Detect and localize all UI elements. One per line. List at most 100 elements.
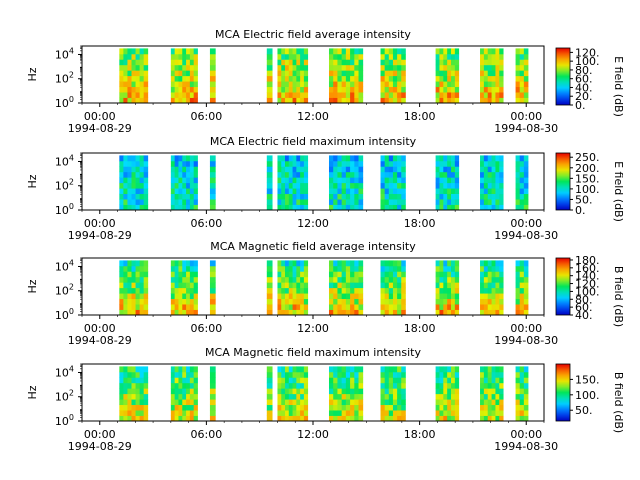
colorbar-tick-label: 120.: [575, 46, 600, 59]
colorbar-tick-label: 250.: [575, 151, 600, 164]
colorbar-tick-label: 80.: [575, 64, 593, 77]
colorbar-tick-label: 40.: [575, 309, 593, 322]
data-segment: [480, 366, 504, 422]
colorbar-tick-label: 0.: [575, 204, 586, 217]
y-tick-label: 100: [55, 202, 74, 217]
colorbar-label: E field (dB): [612, 161, 625, 222]
y-axis-label: Hz: [26, 279, 39, 293]
x-tick-label: 18:00: [404, 428, 436, 441]
data-segment: [266, 48, 273, 104]
spectrogram-panel-2: MCA Electric field maximum intensity Hz 10…: [26, 135, 625, 242]
x-tick-date: 1994-08-30: [494, 122, 558, 135]
spectrogram-panel-4: MCA Magnetic field maximum intensity Hz 10…: [26, 346, 625, 453]
data-segment: [266, 366, 273, 422]
x-tick-label: 00:00: [510, 217, 542, 230]
data-segment: [277, 260, 309, 316]
colorbar: 50. 100. 150. B field (dB): [555, 363, 625, 433]
colorbar-tick-label: 50.: [575, 193, 593, 206]
y-tick-label: 104: [55, 364, 74, 379]
y-axis-label: Hz: [26, 67, 39, 81]
data-segment: [266, 260, 273, 316]
data-segment: [435, 48, 460, 104]
data-segment: [328, 260, 364, 316]
data-segment: [515, 366, 529, 422]
x-tick-label: 06:00: [191, 217, 223, 230]
y-tick-label: 104: [55, 258, 74, 273]
data-segment: [380, 260, 406, 316]
data-segment: [328, 366, 364, 422]
x-tick-label: 00:00: [510, 428, 542, 441]
panel-title: MCA Magnetic field maximum intensity: [205, 346, 421, 359]
data-segment: [209, 155, 216, 211]
colorbar-tick-label: 20.: [575, 90, 593, 103]
colorbar-tick-label: 160.: [575, 262, 600, 275]
data-segment: [515, 48, 529, 104]
colorbar-tick-label: 100.: [575, 55, 600, 68]
colorbar-gradient: [555, 152, 571, 211]
data-segment: [380, 155, 406, 211]
spectrogram-panel-3: MCA Magnetic field average intensity Hz 10…: [26, 240, 625, 347]
colorbar-tick-label: 40.: [575, 81, 593, 94]
data-segment: [119, 155, 149, 211]
colorbar-gradient: [555, 257, 571, 316]
x-tick-label: 00:00: [510, 110, 542, 123]
x-tick-date: 1994-08-30: [494, 440, 558, 453]
panel-title: MCA Magnetic field average intensity: [210, 240, 416, 253]
x-tick-date: 1994-08-30: [494, 334, 558, 347]
data-segment: [328, 48, 364, 104]
data-segment: [515, 155, 529, 211]
y-tick-label: 102: [55, 389, 74, 404]
data-segment: [380, 366, 406, 422]
colorbar-tick-label: 100.: [575, 389, 600, 402]
colorbar-tick-label: 60.: [575, 301, 593, 314]
colorbar-tick-label: 180.: [575, 254, 600, 267]
x-tick-label: 00:00: [84, 428, 116, 441]
data-segment: [435, 260, 460, 316]
colorbar-tick-label: 0.: [575, 99, 586, 112]
colorbar-tick-label: 150.: [575, 373, 600, 386]
colorbar-gradient: [555, 47, 571, 106]
colorbar: 40.60.80.100.120.140.160.180. B field (dB…: [555, 254, 625, 327]
colorbar-label: B field (dB): [612, 372, 625, 433]
y-axis-label: Hz: [26, 385, 39, 399]
data-segment: [119, 260, 149, 316]
colorbar-tick-label: 100.: [575, 285, 600, 298]
axes-frame: [81, 257, 545, 316]
x-tick-label: 00:00: [84, 217, 116, 230]
x-tick-label: 00:00: [510, 322, 542, 335]
x-tick-date: 1994-08-29: [68, 122, 132, 135]
colorbar-tick-label: 140.: [575, 270, 600, 283]
data-segment: [209, 260, 216, 316]
y-tick-label: 100: [55, 95, 74, 110]
data-segment: [170, 155, 198, 211]
data-segment: [119, 48, 149, 104]
colorbar-gradient: [555, 363, 571, 422]
data-segment: [480, 48, 504, 104]
colorbar-tick-label: 120.: [575, 278, 600, 291]
data-segment: [277, 48, 309, 104]
data-segment: [170, 260, 198, 316]
data-segment: [119, 366, 149, 422]
x-tick-label: 18:00: [404, 110, 436, 123]
x-tick-label: 00:00: [84, 322, 116, 335]
y-tick-label: 100: [55, 413, 74, 428]
x-tick-label: 00:00: [84, 110, 116, 123]
data-segment: [480, 155, 504, 211]
x-tick-label: 12:00: [297, 322, 329, 335]
y-tick-label: 102: [55, 283, 74, 298]
y-tick-label: 100: [55, 307, 74, 322]
data-segment: [277, 366, 309, 422]
y-tick-label: 102: [55, 178, 74, 193]
data-segment: [170, 48, 198, 104]
data-segment: [209, 48, 216, 104]
colorbar: 0.20.40.60.80.100.120. E field (dB): [555, 46, 625, 117]
data-segment: [328, 155, 364, 211]
colorbar-tick-label: 100.: [575, 183, 600, 196]
colorbar-label: B field (dB): [612, 266, 625, 327]
spectrogram-panel-1: MCA Electric field average intensity Hz 10…: [26, 28, 625, 135]
x-tick-date: 1994-08-29: [68, 229, 132, 242]
data-segment: [435, 366, 460, 422]
data-segment: [170, 366, 198, 422]
colorbar-tick-label: 200.: [575, 162, 600, 175]
